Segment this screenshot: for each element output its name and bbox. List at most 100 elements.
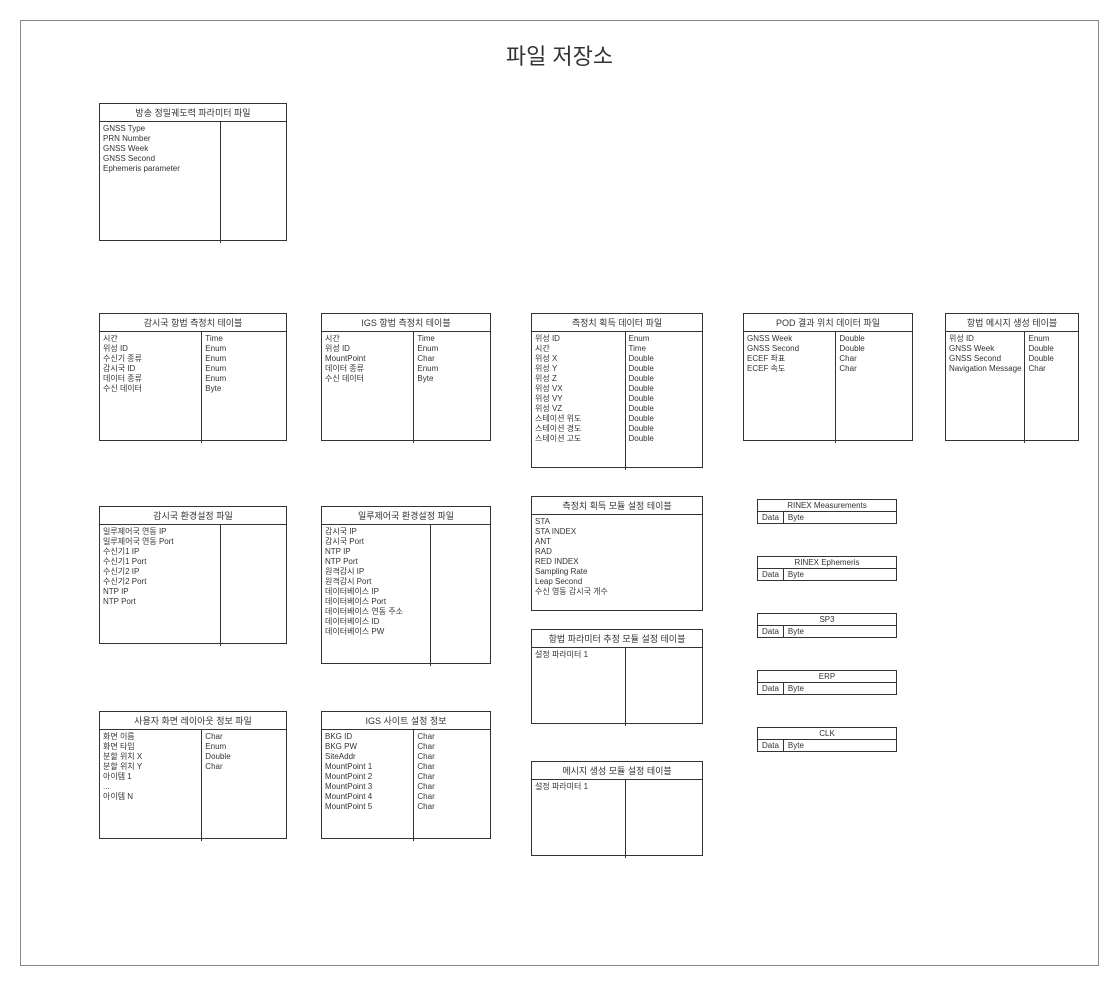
entity-body: GNSS TypePRN NumberGNSS WeekGNSS SecondE… bbox=[100, 122, 286, 243]
entity-e10: 항법 파라미터 추정 모듈 설정 테이블설정 파라미터 1 bbox=[531, 629, 703, 724]
field-name: 데이터 종류 bbox=[325, 364, 410, 374]
entity-body: 설정 파라미터 1 bbox=[532, 648, 702, 726]
entity-fields: GNSS TypePRN NumberGNSS WeekGNSS SecondE… bbox=[100, 122, 221, 243]
entity-e12: IGS 사이트 설정 정보BKG IDBKG PWSiteAddrMountPo… bbox=[321, 711, 491, 839]
field-type: Enum bbox=[417, 364, 487, 374]
mini-entity-m1: RINEX MeasurementsDataByte bbox=[757, 499, 897, 524]
entity-e3: IGS 항법 측정치 테이블시간위성 IDMountPoint데이터 종류수신 … bbox=[321, 313, 491, 441]
field-name: Sampling Rate bbox=[535, 567, 640, 577]
field-name: 아이템 N bbox=[103, 792, 198, 802]
entity-title: IGS 항법 측정치 테이블 bbox=[322, 314, 490, 332]
mini-field-type: Byte bbox=[784, 626, 808, 637]
field-type: Char bbox=[839, 364, 909, 374]
mini-entity-m4: ERPDataByte bbox=[757, 670, 897, 695]
field-name: BKG PW bbox=[325, 742, 410, 752]
mini-title: ERP bbox=[758, 671, 896, 683]
entity-e6: 항법 메시지 생성 테이블위성 IDGNSS WeekGNSS SecondNa… bbox=[945, 313, 1079, 441]
entity-types: EnumDoubleDoubleChar bbox=[1025, 332, 1078, 443]
entity-e11: 사용자 화면 레이아웃 정보 파일화면 이름화면 타입분할 위치 X분할 위치 … bbox=[99, 711, 287, 839]
field-name: Leap Second bbox=[535, 577, 640, 587]
field-type: Enum bbox=[205, 374, 283, 384]
mini-field-name: Data bbox=[758, 626, 784, 637]
field-type: Double bbox=[1028, 344, 1075, 354]
field-type: Char bbox=[417, 792, 487, 802]
field-name: 위성 ID bbox=[325, 344, 410, 354]
field-type: Double bbox=[629, 404, 700, 414]
entity-e13: 메시지 생성 모듈 설정 테이블설정 파라미터 1 bbox=[531, 761, 703, 856]
field-name: 수신기1 Port bbox=[103, 557, 217, 567]
field-name: 위성 Z bbox=[535, 374, 622, 384]
field-name: 데이터베이스 IP bbox=[325, 587, 427, 597]
mini-field-name: Data bbox=[758, 512, 784, 523]
field-name: 위성 VY bbox=[535, 394, 622, 404]
entity-e1: 방송 정밀궤도력 파라미터 파일GNSS TypePRN NumberGNSS … bbox=[99, 103, 287, 241]
field-type: Enum bbox=[1028, 334, 1075, 344]
field-name: Ephemeris parameter bbox=[103, 164, 217, 174]
mini-title: RINEX Measurements bbox=[758, 500, 896, 512]
field-name: GNSS Week bbox=[949, 344, 1021, 354]
entity-types bbox=[431, 525, 490, 666]
mini-body: DataByte bbox=[758, 626, 896, 637]
field-type: Char bbox=[417, 762, 487, 772]
field-name: GNSS Second bbox=[949, 354, 1021, 364]
field-name: NTP Port bbox=[325, 557, 427, 567]
mini-field-name: Data bbox=[758, 740, 784, 751]
mini-entity-m3: SP3DataByte bbox=[757, 613, 897, 638]
field-type: Enum bbox=[629, 334, 700, 344]
field-name: 분할 위치 X bbox=[103, 752, 198, 762]
field-name: 원격감시 Port bbox=[325, 577, 427, 587]
mini-title: CLK bbox=[758, 728, 896, 740]
entity-title: 사용자 화면 레이아웃 정보 파일 bbox=[100, 712, 286, 730]
field-name: SiteAddr bbox=[325, 752, 410, 762]
field-name: 위성 X bbox=[535, 354, 622, 364]
entity-fields: 설정 파라미터 1 bbox=[532, 780, 626, 858]
field-name: 수신 데이터 bbox=[103, 384, 198, 394]
field-type: Enum bbox=[205, 344, 283, 354]
entity-types bbox=[626, 780, 703, 858]
field-type: Byte bbox=[417, 374, 487, 384]
entity-types bbox=[221, 525, 286, 646]
entity-title: 메시지 생성 모듈 설정 테이블 bbox=[532, 762, 702, 780]
field-name: 일루제어국 연동 Port bbox=[103, 537, 217, 547]
entity-fields: STASTA INDEXANTRADRED INDEXSampling Rate… bbox=[532, 515, 643, 613]
field-name: MountPoint bbox=[325, 354, 410, 364]
field-name: 수신 영동 감시국 개수 bbox=[535, 587, 640, 597]
entity-fields: GNSS WeekGNSS SecondECEF 좌표ECEF 속도 bbox=[744, 332, 836, 443]
entity-body: 설정 파라미터 1 bbox=[532, 780, 702, 858]
field-name: 분할 위치 Y bbox=[103, 762, 198, 772]
mini-title: RINEX Ephemeris bbox=[758, 557, 896, 569]
entity-e5: POD 결과 위치 데이터 파일GNSS WeekGNSS SecondECEF… bbox=[743, 313, 913, 441]
field-name: 감시국 ID bbox=[103, 364, 198, 374]
entity-body: GNSS WeekGNSS SecondECEF 좌표ECEF 속도Double… bbox=[744, 332, 912, 443]
entity-title: 항법 메시지 생성 테이블 bbox=[946, 314, 1078, 332]
field-type: Enum bbox=[417, 344, 487, 354]
field-type: Byte bbox=[205, 384, 283, 394]
entity-body: STASTA INDEXANTRADRED INDEXSampling Rate… bbox=[532, 515, 702, 613]
entity-types: EnumTimeDoubleDoubleDoubleDoubleDoubleDo… bbox=[626, 332, 703, 470]
field-type: Double bbox=[629, 384, 700, 394]
field-name: MountPoint 2 bbox=[325, 772, 410, 782]
entity-fields: 감시국 IP감시국 PortNTP IPNTP Port원격감시 IP원격감시 … bbox=[322, 525, 431, 666]
field-name: 일루제어국 연동 IP bbox=[103, 527, 217, 537]
field-type: Double bbox=[1028, 354, 1075, 364]
field-name: 스테이션 경도 bbox=[535, 424, 622, 434]
field-name: 수신 데이터 bbox=[325, 374, 410, 384]
entity-title: 항법 파라미터 추정 모듈 설정 테이블 bbox=[532, 630, 702, 648]
field-name: 감시국 Port bbox=[325, 537, 427, 547]
entity-fields: BKG IDBKG PWSiteAddrMountPoint 1MountPoi… bbox=[322, 730, 414, 841]
field-name: 스테이션 고도 bbox=[535, 434, 622, 444]
field-type: Double bbox=[839, 334, 909, 344]
mini-entity-m2: RINEX EphemerisDataByte bbox=[757, 556, 897, 581]
mini-body: DataByte bbox=[758, 569, 896, 580]
field-name: GNSS Second bbox=[747, 344, 832, 354]
field-name: 위성 VX bbox=[535, 384, 622, 394]
field-name: NTP Port bbox=[103, 597, 217, 607]
field-name: 수신기2 IP bbox=[103, 567, 217, 577]
field-name: NTP IP bbox=[325, 547, 427, 557]
entity-body: 화면 이름화면 타입분할 위치 X분할 위치 Y아이템 1...아이템 NCha… bbox=[100, 730, 286, 841]
field-name: RED INDEX bbox=[535, 557, 640, 567]
field-type: Double bbox=[629, 434, 700, 444]
mini-entity-m5: CLKDataByte bbox=[757, 727, 897, 752]
entity-e9: 측정치 획득 모듈 설정 테이블STASTA INDEXANTRADRED IN… bbox=[531, 496, 703, 611]
entity-e2: 감시국 항법 측정치 테이블시간위성 ID수신기 종류감시국 ID데이터 종류수… bbox=[99, 313, 287, 441]
